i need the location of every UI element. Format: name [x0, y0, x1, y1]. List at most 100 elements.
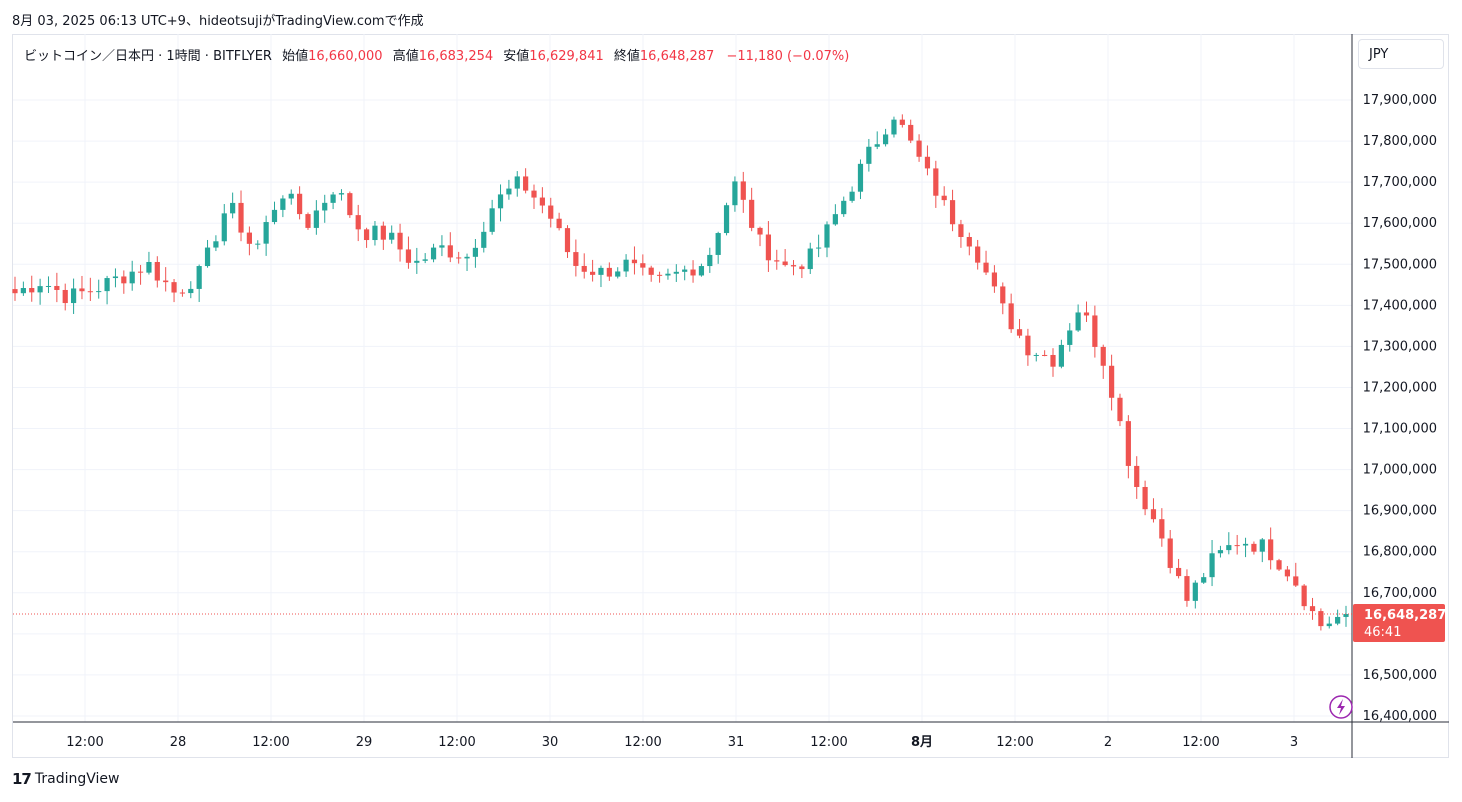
candle-body[interactable] — [590, 271, 596, 275]
candle-body[interactable] — [363, 229, 370, 241]
candle-body[interactable] — [732, 181, 738, 206]
candle-body[interactable] — [1109, 365, 1115, 398]
candle-body[interactable] — [916, 140, 922, 157]
candle-body[interactable] — [263, 222, 269, 244]
candle-body[interactable] — [255, 243, 261, 245]
candle-body[interactable] — [129, 271, 135, 284]
candle-body[interactable] — [154, 261, 160, 281]
candle-body[interactable] — [857, 163, 864, 192]
candle-body[interactable] — [539, 197, 545, 206]
candle-body[interactable] — [1167, 538, 1173, 568]
candle-body[interactable] — [841, 200, 847, 215]
candle-body[interactable] — [338, 193, 345, 195]
candle-body[interactable] — [991, 272, 998, 287]
candle-body[interactable] — [464, 256, 470, 259]
candle-body[interactable] — [1083, 312, 1090, 316]
candle-body[interactable] — [1150, 509, 1157, 520]
candle-body[interactable] — [556, 218, 562, 229]
candle-body[interactable] — [1309, 606, 1316, 612]
candle-body[interactable] — [104, 278, 110, 292]
candle-body[interactable] — [799, 266, 805, 270]
candle-body[interactable] — [665, 273, 671, 276]
candle-body[interactable] — [1343, 614, 1349, 617]
candle-body[interactable] — [330, 194, 336, 203]
candle-body[interactable] — [682, 269, 688, 272]
candle-body[interactable] — [1318, 611, 1324, 627]
candle-body[interactable] — [1100, 346, 1106, 366]
candle-body[interactable] — [656, 274, 663, 276]
candle-body[interactable] — [62, 289, 68, 304]
candle-body[interactable] — [1042, 354, 1048, 356]
candle-body[interactable] — [757, 227, 763, 235]
candle-body[interactable] — [347, 193, 353, 216]
candle-body[interactable] — [1201, 577, 1207, 583]
candle-body[interactable] — [246, 232, 252, 244]
candle-body[interactable] — [506, 188, 512, 195]
candle-body[interactable] — [1217, 550, 1224, 554]
candle-body[interactable] — [723, 205, 730, 234]
candle-body[interactable] — [824, 224, 830, 248]
candle-body[interactable] — [740, 181, 746, 200]
candle-body[interactable] — [397, 232, 403, 250]
candle-body[interactable] — [1234, 545, 1240, 547]
candle-body[interactable] — [648, 267, 654, 275]
candle-body[interactable] — [1016, 329, 1023, 336]
candle-body[interactable] — [832, 214, 838, 225]
candle-body[interactable] — [305, 214, 311, 228]
candle-body[interactable] — [171, 282, 177, 293]
candle-body[interactable] — [1092, 315, 1098, 347]
candle-body[interactable] — [581, 265, 587, 272]
candle-body[interactable] — [891, 119, 897, 135]
candle-body[interactable] — [790, 265, 797, 267]
candle-body[interactable] — [288, 193, 294, 199]
candle-body[interactable] — [941, 195, 947, 201]
candle-body[interactable] — [439, 245, 445, 248]
candle-body[interactable] — [213, 241, 219, 248]
candle-body[interactable] — [204, 247, 211, 267]
candle-body[interactable] — [1000, 286, 1006, 304]
candle-body[interactable] — [606, 267, 612, 277]
candle-body[interactable] — [1025, 335, 1031, 356]
candle-body[interactable] — [983, 262, 989, 273]
candle-body[interactable] — [1268, 539, 1274, 561]
candle-body[interactable] — [29, 288, 35, 293]
candle-body[interactable] — [615, 271, 621, 277]
candle-body[interactable] — [1175, 567, 1182, 577]
candle-body[interactable] — [707, 254, 713, 267]
candle-body[interactable] — [447, 245, 453, 258]
candle-body[interactable] — [230, 202, 236, 214]
candle-body[interactable] — [456, 257, 462, 259]
candle-body[interactable] — [380, 225, 386, 240]
candle-body[interactable] — [816, 247, 822, 249]
candle-body[interactable] — [355, 215, 361, 230]
candle-body[interactable] — [96, 291, 102, 293]
candle-body[interactable] — [45, 285, 52, 287]
candle-body[interactable] — [1142, 486, 1148, 510]
candle-body[interactable] — [221, 213, 227, 242]
candle-body[interactable] — [1117, 397, 1123, 422]
candle-body[interactable] — [623, 259, 629, 272]
candle-body[interactable] — [79, 288, 85, 292]
candle-body[interactable] — [1242, 543, 1249, 546]
candle-body[interactable] — [489, 208, 495, 232]
candle-body[interactable] — [1326, 623, 1332, 627]
candle-body[interactable] — [1251, 543, 1257, 552]
candle-body[interactable] — [196, 266, 202, 289]
candle-body[interactable] — [70, 288, 77, 304]
candle-body[interactable] — [372, 225, 378, 241]
candle-body[interactable] — [849, 191, 855, 201]
candle-body[interactable] — [908, 124, 914, 141]
candle-body[interactable] — [975, 246, 981, 263]
candle-body[interactable] — [882, 134, 889, 145]
candle-body[interactable] — [20, 288, 26, 294]
candle-body[interactable] — [188, 288, 194, 294]
candle-body[interactable] — [640, 263, 646, 268]
candle-body[interactable] — [12, 289, 18, 294]
candle-body[interactable] — [690, 269, 696, 276]
candle-body[interactable] — [1058, 344, 1064, 367]
candle-body[interactable] — [497, 194, 504, 209]
candle-body[interactable] — [146, 261, 152, 273]
candle-body[interactable] — [313, 210, 319, 228]
candle-body[interactable] — [514, 176, 520, 189]
